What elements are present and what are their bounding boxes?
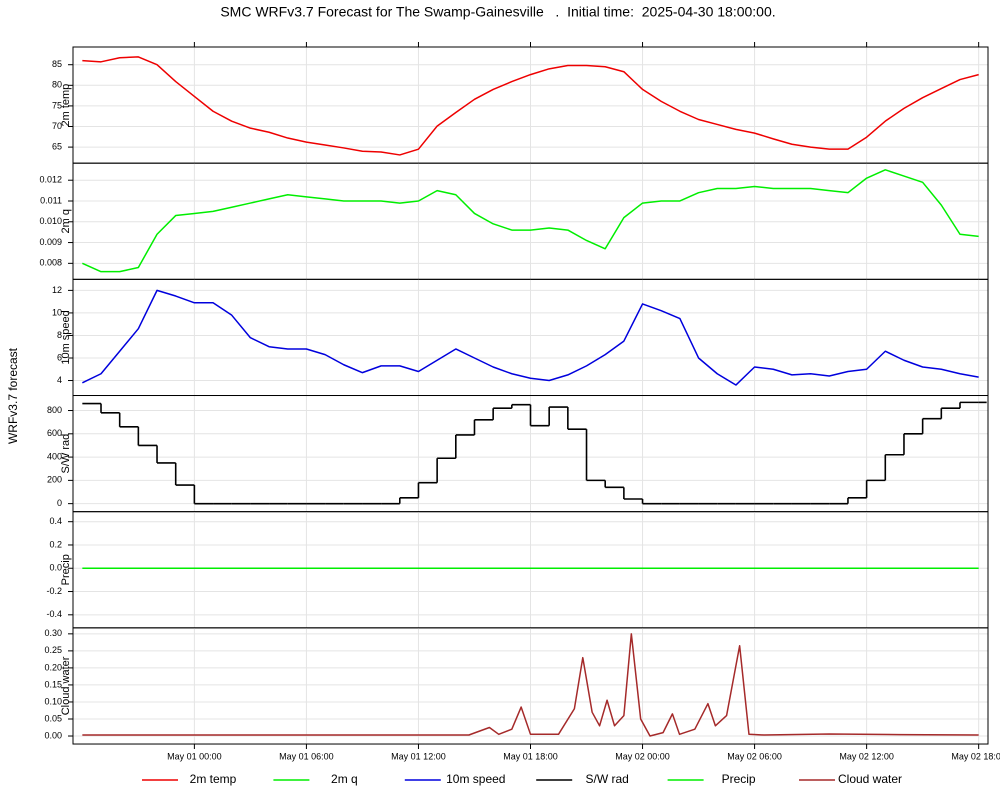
panel: 0.008 0.009 0.010 0.011 0.012 2m q xyxy=(39,162,989,280)
panel-frame xyxy=(72,627,989,745)
x-tick-label: May 02 06:00 xyxy=(727,751,782,761)
panel: 0 200 400 600 800 S/W rad xyxy=(47,395,989,513)
series-line xyxy=(82,169,979,273)
y-tick-label: 600 xyxy=(47,428,62,438)
y-tick-label: 0.15 xyxy=(44,679,62,689)
y-tick-label: 85 xyxy=(52,59,62,69)
x-tick-label: May 01 12:00 xyxy=(391,751,446,761)
y-tick-label: 0 xyxy=(57,498,62,508)
legend-label: Cloud water xyxy=(838,772,902,786)
x-tick-label: May 01 18:00 xyxy=(503,751,558,761)
y-tick-label: 800 xyxy=(47,405,62,415)
y-tick-label: 0.012 xyxy=(39,175,62,185)
y-tick-label: 0.0 xyxy=(49,563,62,573)
y-tick-label: 0.30 xyxy=(44,628,62,638)
panel-label: 2m q xyxy=(60,209,72,233)
y-tick-label: 0.05 xyxy=(44,713,62,723)
x-tick-label: May 01 06:00 xyxy=(279,751,334,761)
legend-label: S/W rad xyxy=(586,772,629,786)
panel-label: Cloud water xyxy=(60,656,72,715)
y-tick-label: 6 xyxy=(57,352,62,362)
legend-label: Precip xyxy=(722,772,756,786)
y-tick-label: 4 xyxy=(57,375,62,385)
x-tick-label: May 01 00:00 xyxy=(167,751,222,761)
y-tick-label: 400 xyxy=(47,451,62,461)
y-tick-label: 0.00 xyxy=(44,730,62,740)
panel: 0.00 0.05 0.10 0.15 0.20 0.25 0.30 Cloud water xyxy=(44,627,989,745)
y-tick-label: -0.2 xyxy=(46,586,62,596)
x-tick-label: May 02 18:00 xyxy=(951,751,1000,761)
chart-title: SMC WRFv3.7 Forecast for The Swamp-Gaine… xyxy=(220,4,775,20)
panel-label: 10m speed xyxy=(60,310,72,364)
y-tick-label: 0.009 xyxy=(39,237,62,247)
panel: -0.4 -0.2 0.0 0.2 0.4 Precip xyxy=(46,511,989,629)
y-tick-label: 10 xyxy=(52,307,62,317)
y-tick-label: 0.008 xyxy=(39,258,62,268)
legend-label: 2m temp xyxy=(190,772,237,786)
y-tick-label: 0.010 xyxy=(39,216,62,226)
panel: 4 6 8 10 12 10m speed xyxy=(52,278,989,397)
y-tick-label: 0.011 xyxy=(40,195,62,205)
series-line xyxy=(82,289,979,386)
y-tick-label: 0.2 xyxy=(49,539,62,549)
panel: 65 70 75 80 85 2m temp xyxy=(52,46,989,164)
y-tick-label: 70 xyxy=(52,121,62,131)
y-tick-label: 80 xyxy=(52,80,62,90)
y-tick-label: 0.25 xyxy=(44,645,62,655)
x-tick-label: May 02 00:00 xyxy=(615,751,670,761)
y-tick-label: 0.4 xyxy=(49,516,62,526)
y-tick-label: 75 xyxy=(52,100,62,110)
y-tick-label: -0.4 xyxy=(46,609,62,619)
y-axis-label: WRFv3.7 forecast xyxy=(6,347,20,444)
y-tick-label: 12 xyxy=(52,285,62,295)
y-tick-label: 0.20 xyxy=(44,662,62,672)
series-line xyxy=(82,633,979,737)
series-line xyxy=(82,56,979,156)
y-tick-label: 0.10 xyxy=(44,696,62,706)
panel-label: S/W rad xyxy=(60,434,72,474)
panel-label: Precip xyxy=(60,554,72,585)
legend-label: 10m speed xyxy=(446,772,505,786)
legend-label: 2m q xyxy=(331,772,358,786)
y-tick-label: 200 xyxy=(47,475,62,485)
x-tick-label: May 02 12:00 xyxy=(839,751,894,761)
panel-label: 2m temp xyxy=(60,84,72,127)
y-tick-label: 8 xyxy=(57,330,62,340)
y-tick-label: 65 xyxy=(52,141,62,151)
